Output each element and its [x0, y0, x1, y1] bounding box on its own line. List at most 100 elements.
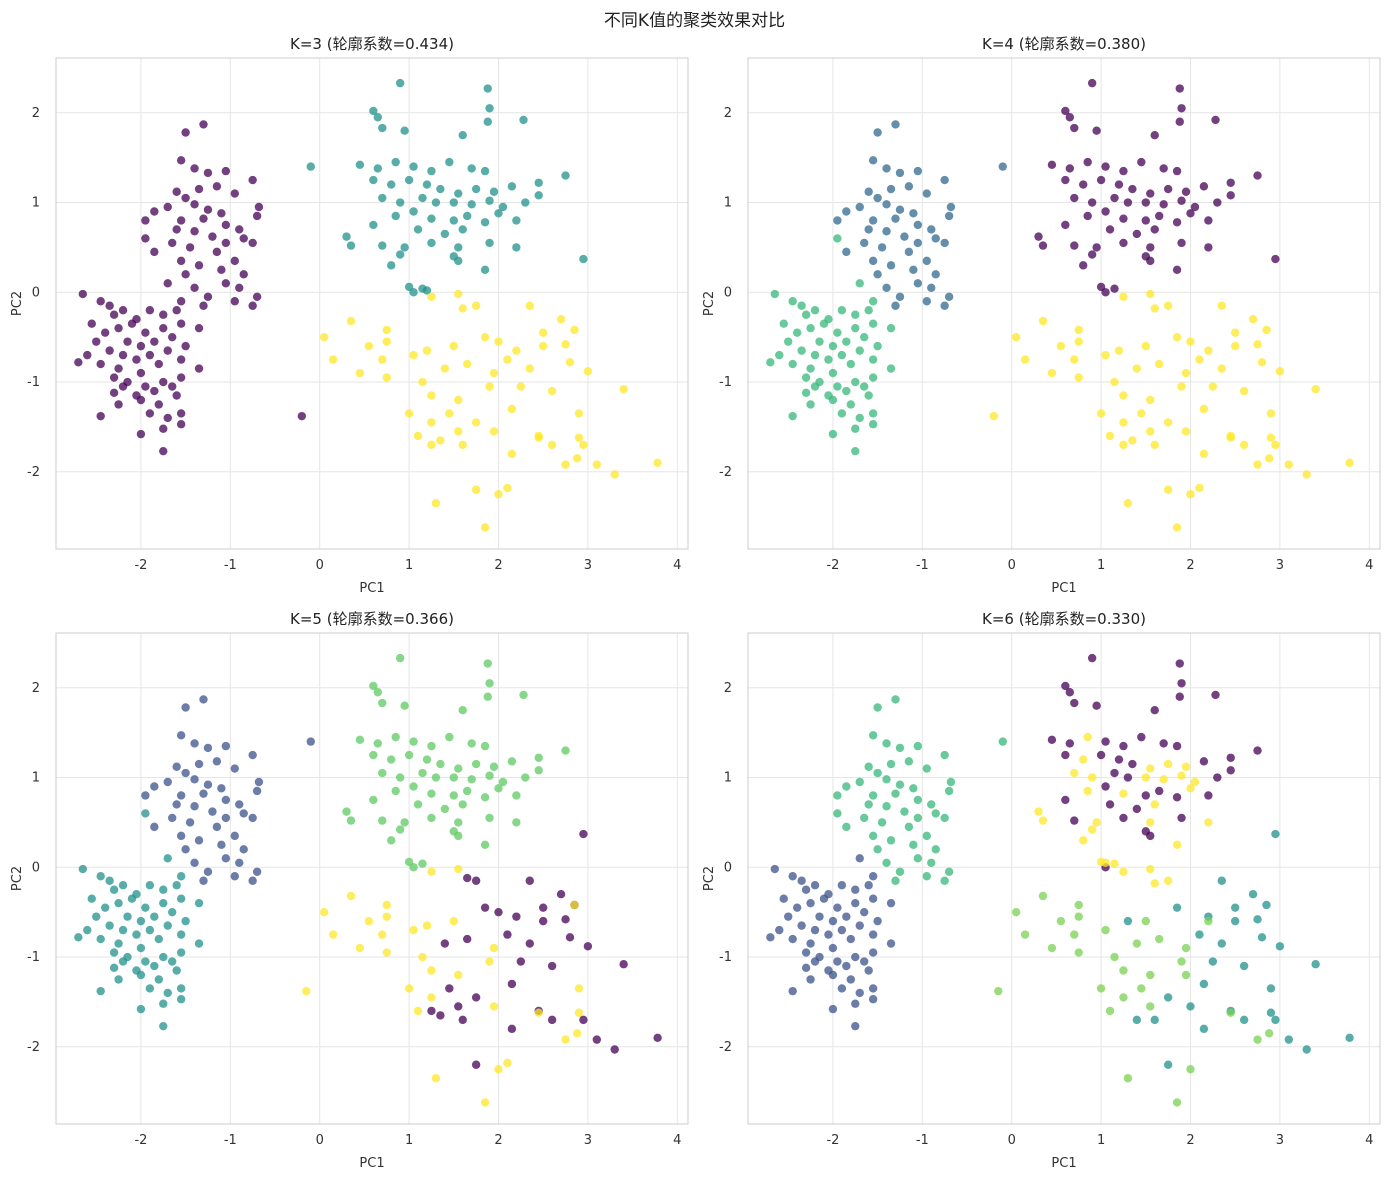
data-point: [579, 254, 588, 264]
data-point: [480, 265, 490, 275]
data-point: [1087, 250, 1097, 259]
data-point: [1110, 859, 1119, 868]
scatter-panel: -2 -1 0 1 2 3 4 -2 -1 0 1 2 K=4 (轮廓系数=0.380) PC1 PC2: [702, 35, 1381, 596]
data-point: [1175, 84, 1184, 93]
data-point: [141, 809, 150, 818]
data-point: [891, 876, 900, 885]
data-point: [87, 319, 96, 328]
data-point: [248, 876, 257, 885]
data-point: [194, 364, 204, 373]
data-point: [819, 894, 829, 903]
x-tick-label: 2: [494, 1133, 502, 1148]
y-tick-label: -1: [719, 950, 732, 965]
data-point: [1047, 160, 1057, 170]
data-point: [467, 164, 476, 173]
panel-title: K=6 (轮廓系数=0.330): [982, 610, 1146, 628]
data-point: [1264, 454, 1274, 463]
data-point: [190, 739, 199, 748]
data-point: [900, 807, 909, 816]
data-point: [217, 265, 226, 275]
scatter-panel: -2 -1 0 1 2 3 4 -2 -1 0 1 2 K=6 (轮廓系数=0.330) PC1 PC2: [702, 610, 1381, 1171]
data-point: [212, 247, 222, 257]
data-point: [882, 283, 891, 292]
x-tick-label: 4: [1365, 558, 1373, 573]
data-point: [855, 854, 864, 863]
data-point: [409, 863, 418, 872]
data-point: [404, 750, 414, 760]
data-point: [172, 391, 181, 400]
data-point: [1146, 818, 1155, 827]
data-point: [471, 184, 481, 194]
data-point: [485, 679, 494, 688]
plot-border: [55, 632, 689, 1125]
data-point: [1119, 166, 1128, 176]
data-point: [837, 306, 847, 315]
data-point: [369, 220, 378, 230]
data-point: [1146, 970, 1155, 980]
data-point: [382, 948, 391, 957]
data-point: [230, 872, 239, 881]
data-point: [833, 957, 842, 966]
data-point: [431, 499, 441, 508]
data-point: [176, 984, 186, 993]
data-point: [483, 117, 492, 126]
data-point: [100, 903, 110, 912]
data-point: [1204, 916, 1213, 926]
data-point: [230, 189, 239, 198]
data-point: [145, 350, 155, 360]
data-point: [203, 780, 213, 789]
data-point: [199, 695, 208, 704]
data-point: [382, 325, 391, 335]
data-point: [868, 731, 878, 740]
data-point: [114, 323, 123, 333]
data-point: [1034, 807, 1043, 816]
data-point: [395, 198, 405, 207]
data-point: [176, 409, 186, 418]
data-point: [610, 470, 619, 479]
data-point: [355, 735, 365, 745]
data-point: [440, 364, 450, 373]
data-point: [382, 337, 391, 346]
data-point: [409, 782, 418, 791]
data-point: [1177, 679, 1186, 688]
data-point: [1264, 1029, 1274, 1038]
data-point: [873, 768, 882, 778]
data-point: [927, 800, 936, 809]
data-point: [1172, 1098, 1182, 1107]
data-point: [489, 427, 499, 436]
data-point: [1137, 157, 1146, 167]
data-point: [882, 227, 891, 236]
data-point: [1181, 970, 1191, 980]
data-point: [109, 388, 119, 398]
data-point: [1119, 292, 1128, 301]
data-point: [248, 301, 257, 310]
data-point: [391, 157, 400, 167]
data-point: [1074, 337, 1083, 346]
data-point: [172, 762, 181, 771]
data-point: [463, 934, 472, 944]
data-point: [1141, 341, 1150, 351]
y-tick-label: -1: [27, 950, 40, 965]
data-point: [1163, 759, 1173, 769]
x-tick-label: -2: [826, 1133, 839, 1148]
data-point: [96, 872, 105, 881]
data-point: [373, 113, 383, 122]
data-point: [855, 202, 864, 212]
data-point: [489, 943, 499, 953]
data-point: [159, 1021, 168, 1031]
cluster-series: [141, 695, 315, 885]
data-point: [806, 323, 815, 333]
data-point: [1132, 804, 1142, 814]
data-point: [1271, 440, 1280, 450]
data-point: [185, 818, 195, 827]
data-point: [998, 162, 1007, 171]
data-point: [141, 903, 150, 912]
data-point: [1101, 162, 1110, 171]
data-point: [163, 279, 172, 288]
x-axis-label: PC1: [359, 1156, 384, 1171]
data-point: [512, 818, 521, 827]
data-point: [485, 238, 494, 248]
data-point: [1128, 184, 1137, 194]
data-point: [159, 424, 168, 433]
data-point: [454, 818, 463, 827]
